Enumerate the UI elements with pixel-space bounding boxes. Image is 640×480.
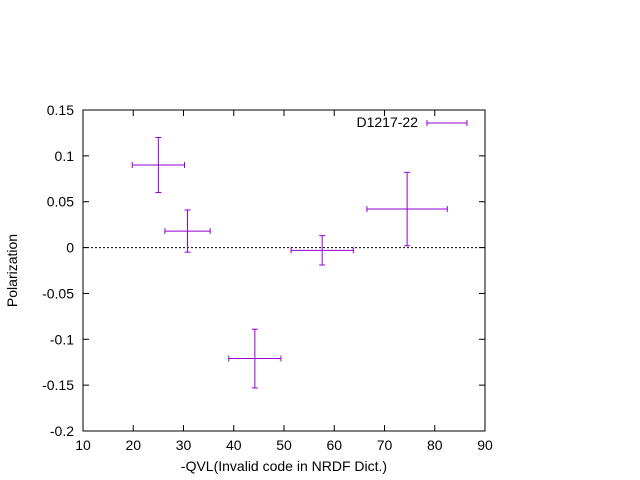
data-point bbox=[131, 137, 186, 194]
x-tick-label: 70 bbox=[377, 437, 393, 453]
x-tick-label: 10 bbox=[75, 437, 91, 453]
x-tick-label: 20 bbox=[125, 437, 141, 453]
data-point bbox=[164, 209, 211, 253]
legend-label: D1217-22 bbox=[357, 114, 419, 130]
x-tick-label: 30 bbox=[176, 437, 192, 453]
x-tick-label: 50 bbox=[276, 437, 292, 453]
x-axis-ticks: 10 20 30 40 50 60 70 80 90 bbox=[75, 110, 493, 453]
x-tick-label: 80 bbox=[427, 437, 443, 453]
legend-swatch bbox=[426, 120, 468, 126]
data-point bbox=[228, 328, 282, 389]
data-series bbox=[131, 137, 448, 389]
y-tick-label: -0.05 bbox=[42, 285, 74, 301]
data-point bbox=[290, 235, 354, 266]
x-tick-label: 60 bbox=[326, 437, 342, 453]
y-tick-label: -0.15 bbox=[42, 377, 74, 393]
y-tick-label: 0.05 bbox=[47, 194, 74, 210]
x-tick-label: 90 bbox=[477, 437, 493, 453]
plot-frame bbox=[82, 109, 486, 432]
y-tick-label: 0 bbox=[66, 240, 74, 256]
data-point bbox=[366, 171, 448, 247]
legend: D1217-22 bbox=[357, 114, 468, 130]
y-tick-label: 0.15 bbox=[47, 102, 74, 118]
x-axis-title: -QVL(Invalid code in NRDF Dict.) bbox=[181, 458, 387, 474]
x-tick-label: 40 bbox=[226, 437, 242, 453]
y-axis-ticks: 0.15 0.1 0.05 0 -0.05 -0.1 -0.15 -0.2 bbox=[42, 102, 485, 439]
y-axis-title: Polarization bbox=[4, 234, 20, 307]
y-tick-label: 0.1 bbox=[55, 148, 75, 164]
y-tick-label: -0.2 bbox=[50, 423, 74, 439]
y-tick-label: -0.1 bbox=[50, 331, 74, 347]
